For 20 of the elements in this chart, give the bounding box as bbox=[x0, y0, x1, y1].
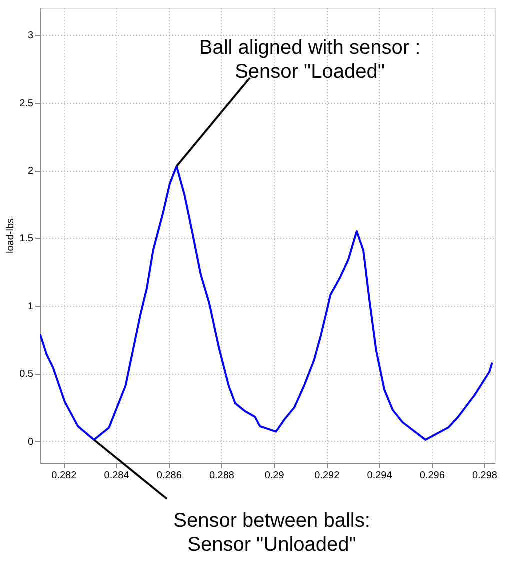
x-tick-label: 0.282 bbox=[52, 470, 78, 482]
y-tick-label: 1 bbox=[28, 301, 34, 312]
line-series bbox=[40, 165, 494, 441]
y-tick-label: 1.5 bbox=[20, 234, 34, 245]
x-tick-label: 0.296 bbox=[420, 470, 446, 482]
y-tick-label: 0.5 bbox=[20, 369, 34, 380]
x-tick-label: 0.288 bbox=[209, 470, 235, 482]
y-tick-label: 2.5 bbox=[20, 98, 34, 110]
x-tick-label: 0.298 bbox=[472, 470, 498, 482]
x-tick-label: 0.29 bbox=[264, 470, 285, 482]
x-tick-label: 0.286 bbox=[156, 470, 182, 482]
x-tick-label: 0.294 bbox=[367, 470, 393, 482]
x-tick-label: 0.284 bbox=[104, 470, 130, 482]
x-tick-label: 0.292 bbox=[314, 470, 340, 482]
annotation: Sensor between balls: Sensor "Unloaded" bbox=[174, 510, 370, 556]
y-axis-title: load-lbs bbox=[6, 218, 17, 254]
y-tick-label: 3 bbox=[28, 30, 34, 42]
annotation: Ball aligned with sensor : Sensor "Loaded" bbox=[199, 37, 421, 83]
y-tick-label: 0 bbox=[28, 436, 34, 448]
y-tick-label: 2 bbox=[28, 166, 34, 177]
